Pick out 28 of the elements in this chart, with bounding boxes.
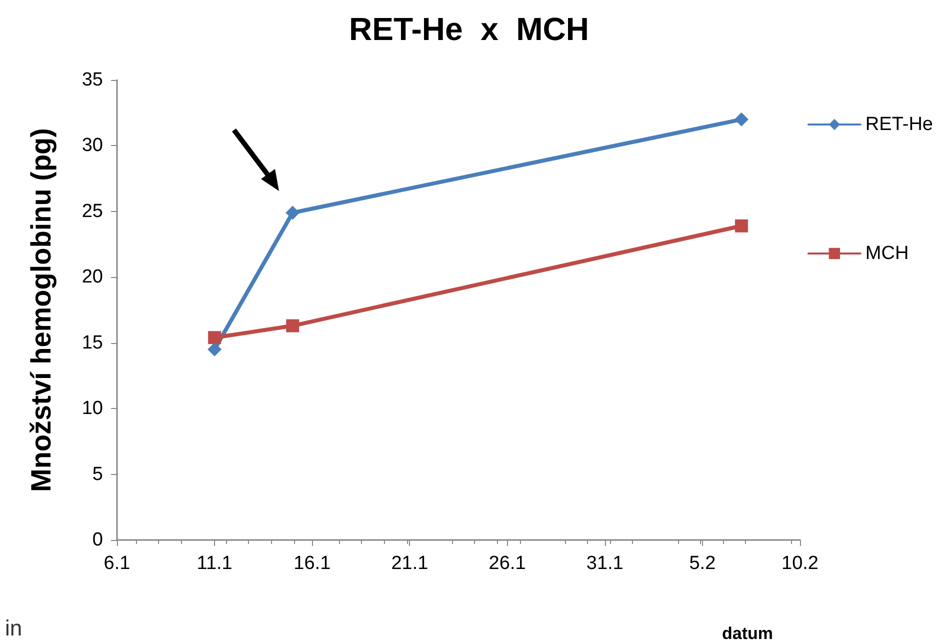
x-tick-label: 6.1 bbox=[104, 553, 130, 574]
y-tick-label: 15 bbox=[82, 332, 103, 354]
text: in bbox=[5, 616, 22, 640]
y-tick-label: 0 bbox=[92, 530, 103, 550]
point bbox=[734, 112, 748, 126]
x-tick-label: 21.1 bbox=[391, 553, 428, 574]
legend-label: RET-He bbox=[865, 114, 934, 135]
x-tick-label: 5.2 bbox=[689, 553, 716, 574]
x-tick-label: 26.1 bbox=[488, 553, 526, 574]
x-tick-label: 16.1 bbox=[294, 553, 331, 574]
x-axis-title: datum bbox=[722, 624, 773, 642]
x-tick-label: 11.1 bbox=[196, 553, 232, 574]
point bbox=[208, 331, 222, 344]
y-tick-label: 35 bbox=[82, 70, 103, 90]
legend-label: MCH bbox=[865, 243, 909, 264]
chart-title: RET-He x MCH bbox=[348, 11, 590, 47]
point bbox=[734, 219, 748, 232]
point bbox=[208, 342, 222, 356]
x-tick-label: 31.1 bbox=[586, 553, 624, 574]
y-axis-title: Množství hemoglobinu (pg) bbox=[26, 128, 56, 492]
y-tick-label: 25 bbox=[82, 200, 103, 222]
y-tick-label: 10 bbox=[82, 398, 103, 420]
x-tick-label: 10.2 bbox=[782, 553, 818, 574]
y-tick-label: 5 bbox=[92, 464, 103, 485]
y-tick-label: 30 bbox=[82, 135, 103, 156]
y-tick-label: 20 bbox=[82, 266, 103, 288]
point bbox=[286, 319, 300, 332]
point bbox=[286, 206, 300, 220]
